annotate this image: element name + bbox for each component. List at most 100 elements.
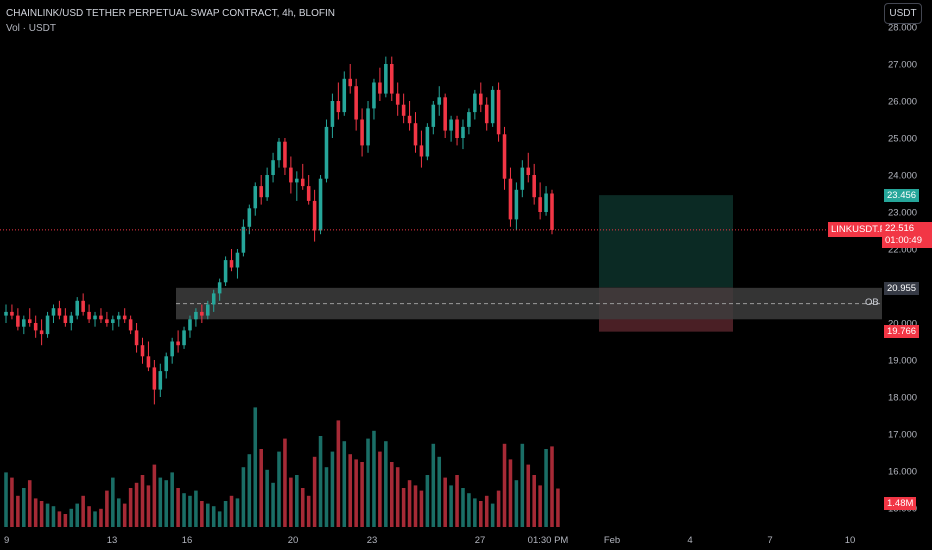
volume-bar [342, 441, 347, 527]
volume-bar [283, 438, 287, 527]
price-tick-label: 17.000 [888, 430, 917, 441]
volume-bar [182, 493, 186, 527]
price-tick-label: 25.000 [888, 134, 917, 145]
candle-body [473, 93, 477, 113]
candle-body [407, 115, 412, 124]
volume-bar [122, 503, 127, 527]
price-tick-label: 18.000 [888, 393, 917, 404]
candle-body [514, 189, 519, 220]
volume-bar [75, 503, 79, 527]
candle-body [27, 319, 32, 323]
volume-bar [413, 485, 418, 527]
candle-body [170, 341, 174, 357]
time-tick-label: 23 [367, 535, 378, 546]
candle-body [63, 315, 68, 323]
volume-bar [324, 467, 329, 527]
candle-body [455, 119, 459, 138]
time-tick-label: 10 [845, 535, 856, 546]
volume-bar [4, 472, 8, 527]
volume-bar [105, 490, 109, 527]
symbol-title[interactable]: CHAINLINK/USD TETHER PERPETUAL SWAP CONT… [6, 8, 335, 19]
volume-bar [146, 485, 151, 527]
volume-bar [437, 456, 442, 527]
volume-bar [384, 441, 388, 527]
volume-bar [206, 503, 210, 527]
volume-bar [431, 443, 436, 527]
candle-body [229, 260, 234, 268]
volume-bar [229, 495, 234, 527]
volume-bar [223, 501, 228, 527]
volume-bar [247, 454, 252, 527]
volume-bar [241, 467, 246, 527]
volume-bar [496, 490, 501, 527]
volume-bar [312, 456, 317, 527]
position-profit-zone [599, 195, 733, 288]
candle-body [188, 319, 192, 331]
candle-body [164, 356, 169, 372]
candle-body [87, 311, 91, 320]
price-tick-label: 20.000 [888, 319, 917, 330]
volume-bar [372, 430, 376, 527]
candle-body [395, 93, 400, 105]
time-tick-label: 01:30 PM [528, 535, 569, 546]
time-tick-label: 7 [767, 535, 772, 546]
candle-body [378, 82, 382, 94]
volume-bar [502, 443, 507, 527]
stop-price-tag: 19.766 [884, 325, 920, 338]
volume-bar [318, 436, 323, 527]
candle-body [437, 97, 442, 105]
volume-indicator-label[interactable]: Vol · USDT [6, 23, 57, 34]
volume-bar [473, 498, 477, 527]
candle-body [152, 367, 157, 390]
volume-bar [259, 449, 263, 527]
candle-body [271, 160, 275, 175]
time-tick-label: 13 [107, 535, 118, 546]
candle-body [200, 311, 204, 316]
volume-bar [176, 488, 180, 527]
volume-bar [544, 449, 548, 527]
candle-body [69, 315, 74, 323]
candle-body [265, 175, 269, 198]
time-tick-label: Feb [604, 535, 620, 546]
currency-unit-button[interactable]: USDT [884, 3, 922, 24]
volume-bar [336, 420, 341, 527]
candle-body [443, 97, 447, 131]
volume-bar [479, 501, 483, 527]
volume-bar [538, 485, 542, 527]
candle-body [81, 300, 85, 312]
volume-bar [520, 443, 525, 527]
time-tick-label: 27 [475, 535, 486, 546]
volume-bar [188, 495, 192, 527]
volume-bar [389, 462, 394, 527]
candle-body [247, 208, 252, 227]
volume-bar [360, 462, 364, 527]
volume-bar [111, 477, 115, 527]
candle-body [342, 78, 347, 113]
candle-body [401, 104, 406, 116]
volume-bar [366, 438, 370, 527]
candle-body [99, 315, 103, 320]
candle-body [22, 319, 26, 327]
candle-body [10, 311, 14, 316]
candle-body [253, 186, 258, 209]
candle-body [128, 319, 133, 331]
candle-body [105, 319, 109, 323]
time-tick-label: 4 [687, 535, 692, 546]
volume-bar [235, 498, 240, 527]
candle-body [39, 330, 44, 335]
volume-bar [22, 488, 26, 527]
candle-body [348, 78, 352, 87]
volume-bar [140, 475, 145, 527]
volume-bar [116, 498, 121, 527]
candle-body [206, 304, 210, 316]
volume-bar [419, 490, 424, 527]
volume-bar [81, 495, 85, 527]
candle-body [295, 178, 299, 183]
candle-body [45, 315, 50, 335]
candle-body [300, 178, 305, 187]
candle-body [431, 104, 436, 127]
volume-bar [16, 495, 20, 527]
candle-body [116, 315, 121, 320]
volume-bar [10, 477, 14, 527]
